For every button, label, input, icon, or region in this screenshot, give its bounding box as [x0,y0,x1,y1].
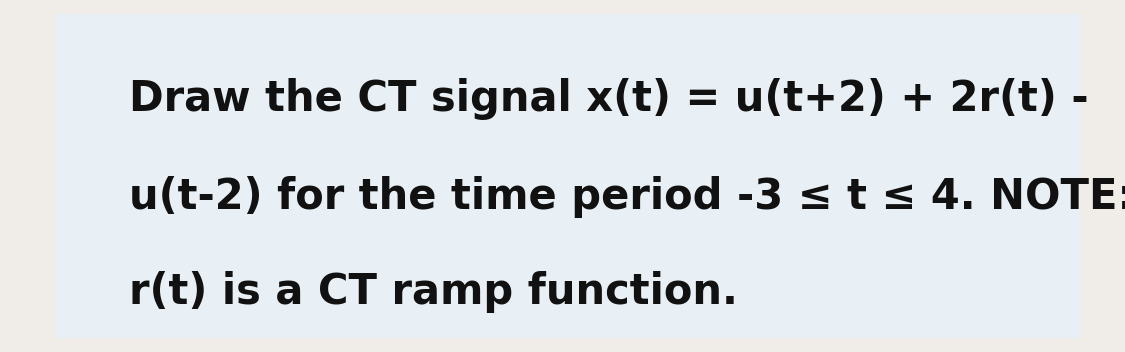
Text: r(t) is a CT ramp function.: r(t) is a CT ramp function. [129,271,738,313]
Text: Draw the CT signal x(t) = u(t+2) + 2r(t) -: Draw the CT signal x(t) = u(t+2) + 2r(t)… [129,77,1089,120]
Text: u(t-2) for the time period -3 ≤ t ≤ 4. NOTE:: u(t-2) for the time period -3 ≤ t ≤ 4. N… [129,176,1125,218]
